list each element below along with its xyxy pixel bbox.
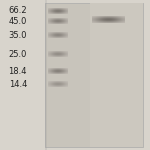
Text: 45.0: 45.0: [9, 17, 27, 26]
Text: 14.4: 14.4: [9, 80, 27, 89]
FancyBboxPatch shape: [45, 3, 142, 147]
FancyBboxPatch shape: [90, 3, 142, 147]
Text: 18.4: 18.4: [9, 67, 27, 76]
Text: 66.2: 66.2: [8, 6, 27, 15]
Text: 25.0: 25.0: [9, 50, 27, 59]
Text: 35.0: 35.0: [9, 31, 27, 40]
